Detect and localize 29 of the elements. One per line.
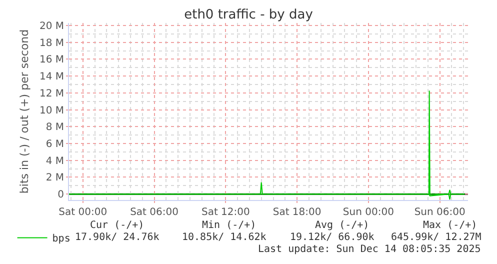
text: Max (-/+): [423, 220, 478, 231]
y-tick-label: 0: [58, 190, 64, 201]
y-tick-label: 12 M: [39, 88, 64, 100]
x-tick-label: Sat 12:00: [201, 207, 250, 218]
text: Last update: Sun Dec 14 08:05:35 2025: [258, 244, 481, 255]
x-tick-label: Sun 06:00: [414, 207, 466, 218]
y-tick-label: 6 M: [46, 139, 64, 150]
x-tick-label: Sat 06:00: [130, 207, 178, 218]
y-tick-label: 16 M: [39, 54, 64, 66]
y-tick-label: 4 M: [46, 156, 64, 167]
text: 645.99k/ 12.27M: [391, 232, 482, 243]
y-tick-label: 10 M: [39, 105, 64, 116]
text: 17.90k/ 24.76k: [75, 232, 160, 243]
x-tick-label: Sun 00:00: [342, 207, 394, 218]
text: Min (-/+): [202, 220, 256, 231]
y-axis-title: bits in (-) / out (+) per second: [18, 29, 32, 194]
text: Avg (-/+): [315, 220, 370, 231]
x-tick-label: Sat 00:00: [58, 207, 108, 218]
chart-title: eth0 traffic - by day: [184, 8, 314, 23]
y-tick-label: 8 M: [46, 122, 64, 134]
legend-label: bps: [52, 234, 70, 245]
text: Cur (-/+): [90, 220, 144, 231]
text: 10.85k/ 14.62k: [182, 232, 266, 243]
y-tick-label: 2 M: [46, 172, 64, 184]
y-tick-label: 18 M: [39, 38, 64, 49]
text: 19.12k/ 66.90k: [290, 232, 374, 243]
y-tick-label: 20 M: [39, 21, 64, 32]
y-tick-label: 14 M: [39, 72, 64, 83]
x-tick-label: Sat 18:00: [272, 207, 322, 218]
